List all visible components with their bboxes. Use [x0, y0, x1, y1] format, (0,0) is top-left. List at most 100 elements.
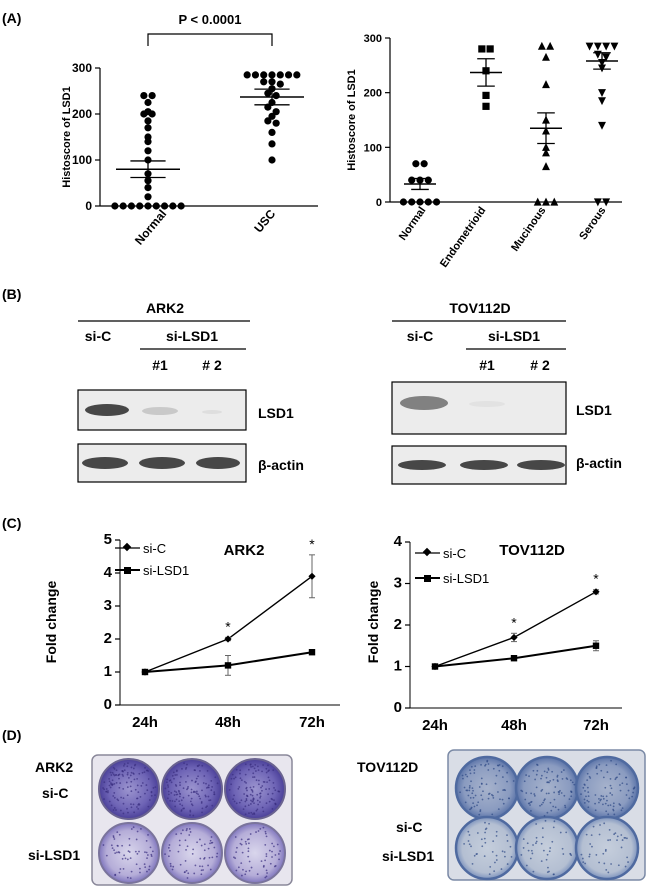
colony-dot: [484, 841, 487, 844]
colony-dot: [178, 800, 181, 803]
colony-dot: [124, 857, 127, 860]
colony-dot: [522, 847, 525, 849]
colony-dot: [175, 791, 178, 794]
western-blot-right: TOV112D si-C si-LSD1 #1 # 2 LSD1 β-actin: [391, 300, 622, 485]
colony-dot: [247, 847, 250, 850]
data-point: [510, 655, 518, 662]
colony-dot: [119, 809, 122, 812]
colony-dot: [521, 790, 524, 793]
colony-dot: [247, 804, 250, 807]
colony-dot: [130, 766, 133, 769]
colony-dot: [256, 808, 259, 811]
data-point: [293, 71, 301, 79]
colony-dot: [480, 838, 483, 841]
data-point: [593, 42, 602, 51]
colony-dot: [498, 763, 501, 766]
colony-dot: [565, 831, 568, 834]
colony-dot: [239, 777, 242, 780]
colony-dot: [167, 846, 170, 849]
colony-dot: [186, 788, 188, 791]
colony-dot: [117, 851, 120, 853]
colony-dot: [110, 783, 113, 786]
colony-dot: [134, 763, 137, 766]
colony-dot: [178, 790, 181, 793]
colony-dot: [488, 873, 491, 876]
colony-dot: [553, 798, 556, 801]
colony-dot: [540, 777, 542, 780]
colony-dot: [203, 849, 206, 852]
colony-dot: [264, 843, 267, 846]
line-chart-c-right: 0 1 2 3 4 Fold change TOV112D si-C si-LSD1 2…: [365, 533, 622, 734]
colony-dot: [588, 855, 591, 858]
colony-dot: [546, 811, 549, 814]
colony-dot: [554, 806, 557, 809]
colony-dot: [120, 796, 123, 799]
colony-dot: [609, 778, 612, 780]
legend-marker-si-c: [122, 542, 132, 552]
data-point: [408, 176, 416, 184]
colony-dot: [266, 872, 268, 874]
colony-dot: [495, 830, 498, 833]
colony-dot: [126, 786, 129, 789]
colony-dot: [541, 788, 544, 791]
colony-dot: [207, 784, 210, 787]
colony-dot: [147, 770, 150, 772]
colony-dot: [113, 782, 116, 785]
colony-dot: [525, 864, 528, 867]
colony-dot: [111, 771, 114, 774]
data-point: [308, 572, 316, 580]
colony-dot: [529, 801, 532, 804]
colony-dot: [144, 851, 146, 854]
colony-dot: [469, 808, 471, 811]
well-control-1: [98, 758, 160, 820]
panel-label-c: (C): [2, 515, 21, 531]
colony-dot: [551, 840, 554, 843]
colony-dot: [607, 804, 610, 807]
colony-dot: [139, 871, 141, 874]
colony-dot: [116, 831, 119, 834]
colony-dot: [253, 767, 256, 770]
colony-dot: [491, 851, 494, 853]
colony-dot: [231, 773, 234, 776]
colony-dot: [121, 844, 124, 847]
colony-dot: [563, 794, 566, 797]
colony-dot: [130, 803, 132, 806]
colony-dot: [148, 868, 150, 871]
category-label-normal: Normal: [132, 207, 169, 248]
colony-cell-name: ARK2: [35, 759, 73, 775]
colony-dot: [607, 813, 610, 816]
colony-dot: [195, 777, 198, 780]
colony-dot: [139, 796, 142, 798]
colony-dot: [259, 796, 261, 799]
colony-dot: [107, 791, 109, 794]
colony-dot: [468, 843, 471, 846]
colony-dot: [470, 780, 472, 783]
band-actin-kd2: [196, 457, 240, 469]
colony-dot: [244, 840, 247, 843]
colony-dot: [210, 789, 213, 792]
colony-dot: [546, 871, 549, 874]
colony-dot: [620, 834, 623, 836]
colony-dot: [598, 763, 601, 766]
category-label-usc: USC: [251, 207, 278, 236]
colony-dot: [585, 833, 588, 836]
colony-dot: [556, 774, 559, 777]
colony-dot: [586, 772, 589, 775]
colony-dot: [256, 873, 259, 876]
colony-dot: [146, 870, 148, 873]
colony-dot: [118, 773, 121, 776]
data-point: [111, 202, 119, 210]
colony-dot: [564, 806, 567, 809]
colony-dot: [141, 782, 144, 784]
colony-dot: [113, 792, 116, 794]
colony-dot: [532, 844, 534, 846]
data-point: [268, 78, 276, 86]
colony-dot: [113, 768, 116, 770]
colony-dot: [271, 850, 273, 853]
colony-dot: [123, 769, 126, 772]
colony-dot: [255, 831, 257, 833]
colony-dot: [531, 852, 534, 855]
colony-dot: [480, 777, 483, 780]
colony-dot: [583, 798, 586, 801]
colony-dot: [530, 849, 533, 852]
